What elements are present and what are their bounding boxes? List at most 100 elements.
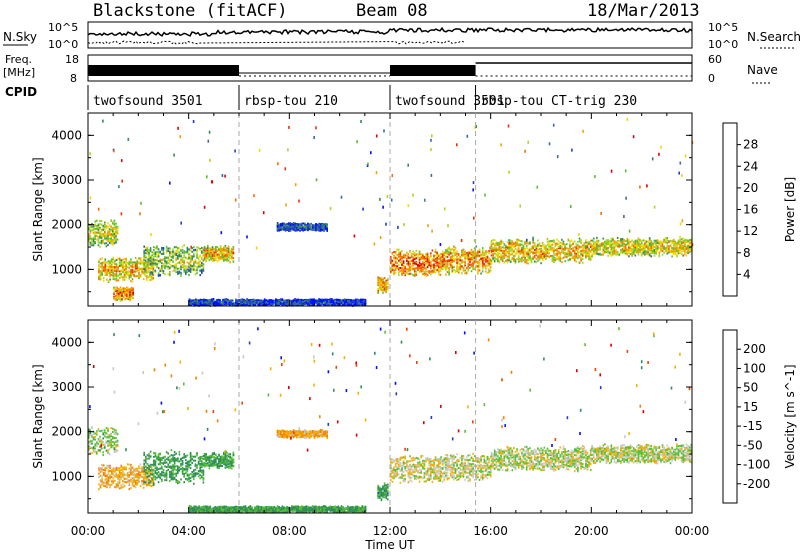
echo-cell	[359, 298, 362, 301]
echo-cell	[110, 260, 113, 263]
echo-cell	[467, 263, 470, 266]
echo-cell	[259, 299, 261, 302]
echo-cell	[567, 259, 570, 262]
echo-cell	[537, 255, 539, 258]
echo-cell	[218, 252, 220, 255]
echo-cell	[194, 273, 197, 276]
echo-cell	[183, 254, 185, 257]
echo-cell	[198, 302, 200, 305]
echo-cell	[451, 258, 454, 261]
echo-cell	[467, 258, 470, 261]
echo-cell	[130, 292, 133, 295]
echo-cell	[439, 273, 442, 276]
echo-cell	[433, 266, 435, 269]
echo-cell	[175, 246, 177, 249]
echo-cell	[189, 263, 192, 266]
echo-cell	[107, 230, 109, 233]
echo-cell	[120, 276, 123, 279]
echo-cell	[113, 288, 115, 290]
echo-cell	[345, 298, 348, 301]
echo-cell	[284, 303, 287, 306]
echo-cell	[199, 249, 201, 252]
echo-cell	[201, 257, 203, 260]
echo-cell	[425, 259, 427, 261]
echo-cell	[461, 253, 463, 256]
echo-cell	[107, 239, 109, 242]
echo-cell	[396, 254, 398, 257]
echo-cell	[296, 227, 298, 230]
echo-cell	[457, 266, 460, 269]
echo-cell	[315, 224, 317, 227]
echo-cell	[540, 249, 542, 252]
echo-cell	[486, 259, 489, 262]
echo-cell	[483, 256, 486, 259]
echo-cell	[505, 259, 507, 262]
echo-cell	[390, 267, 392, 270]
echo-cell	[181, 265, 184, 267]
echo-cell	[94, 220, 96, 223]
echo-cell	[470, 263, 473, 266]
echo-cell	[527, 250, 530, 253]
echo-cell	[391, 252, 394, 255]
echo-cell	[156, 251, 158, 253]
echo-cell	[243, 299, 245, 302]
echo-cell	[278, 226, 280, 229]
echo-cell	[404, 265, 406, 268]
echo-cell	[350, 303, 352, 306]
echo-cell	[467, 265, 470, 268]
echo-cell	[318, 300, 320, 303]
echo-cell	[98, 265, 100, 267]
echo-cell	[481, 262, 484, 264]
echo-cell	[116, 297, 118, 300]
echo-cell	[451, 268, 454, 271]
echo-cell	[426, 258, 429, 261]
echo-cell	[565, 251, 568, 254]
echo-cell	[387, 287, 389, 290]
echo-cell	[291, 227, 293, 230]
echo-cell	[133, 263, 135, 265]
echo-cell	[425, 267, 427, 270]
echo-cell	[197, 261, 200, 264]
echo-cell	[112, 270, 115, 273]
echo-cell	[457, 271, 460, 274]
cpid-segment-label: rbsp-tou CT-trig 230	[481, 94, 638, 109]
echo-cell	[451, 252, 454, 255]
echo-cell	[415, 253, 418, 256]
echo-cell	[154, 259, 157, 262]
echo-cell	[448, 267, 450, 270]
echo-cell	[567, 250, 570, 253]
echo-cell	[448, 271, 450, 274]
echo-cell	[519, 240, 522, 242]
echo-cell	[385, 279, 387, 282]
echo-cell	[175, 266, 177, 269]
echo-cell	[448, 248, 450, 251]
echo-cell	[89, 228, 92, 231]
echo-cell	[436, 252, 438, 255]
echo-cell	[382, 281, 384, 284]
echo-cell	[238, 300, 240, 303]
echo-band	[98, 256, 155, 283]
echo-cell	[495, 253, 498, 256]
echo-cell	[196, 261, 198, 264]
echo-cell	[125, 257, 127, 260]
echo-cell	[121, 288, 123, 291]
echo-cell	[361, 303, 364, 306]
echo-cell	[533, 251, 536, 254]
echo-cell	[316, 228, 319, 231]
echo-cell	[304, 227, 306, 230]
echo-cell	[229, 249, 231, 252]
echo-cell	[379, 283, 381, 286]
echo-cell	[517, 247, 520, 250]
echo-cell	[361, 299, 364, 302]
echo-cell	[561, 248, 563, 251]
echo-cell	[312, 227, 314, 230]
echo-cell	[486, 262, 489, 265]
echo-cell	[193, 249, 195, 251]
echo-cell	[420, 265, 422, 268]
echo-cell	[96, 231, 98, 234]
echo-cell	[540, 247, 542, 250]
echo-cell	[501, 255, 504, 258]
echo-cell	[107, 260, 110, 263]
echo-cell	[283, 224, 285, 227]
